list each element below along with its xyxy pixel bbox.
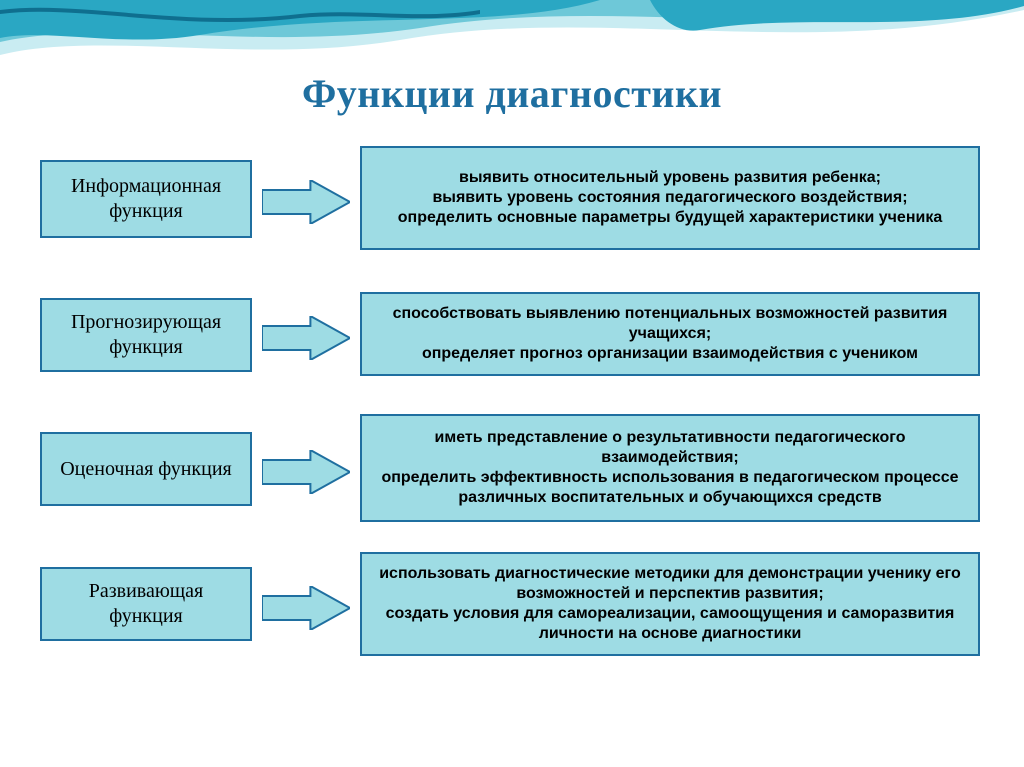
function-description-developmental: использовать диагностические методики дл… <box>360 552 980 656</box>
function-label-informational: Информационная функция <box>40 160 252 238</box>
arrow-icon <box>262 180 350 229</box>
arrow-icon <box>262 316 350 365</box>
function-description-evaluative: иметь представление о результативности п… <box>360 414 980 522</box>
arrow-icon <box>262 586 350 635</box>
slide-content: Функции диагностики Информационная функц… <box>0 0 1024 767</box>
function-label-prognostic: Прогнозирующая функция <box>40 298 252 372</box>
function-label-evaluative: Оценочная функция <box>40 432 252 506</box>
function-label-developmental: Развивающая функция <box>40 567 252 641</box>
arrow-icon <box>262 450 350 499</box>
function-description-informational: выявить относительный уровень развития р… <box>360 146 980 250</box>
slide-title: Функции диагностики <box>0 70 1024 117</box>
function-description-prognostic: способствовать выявлению потенциальных в… <box>360 292 980 376</box>
